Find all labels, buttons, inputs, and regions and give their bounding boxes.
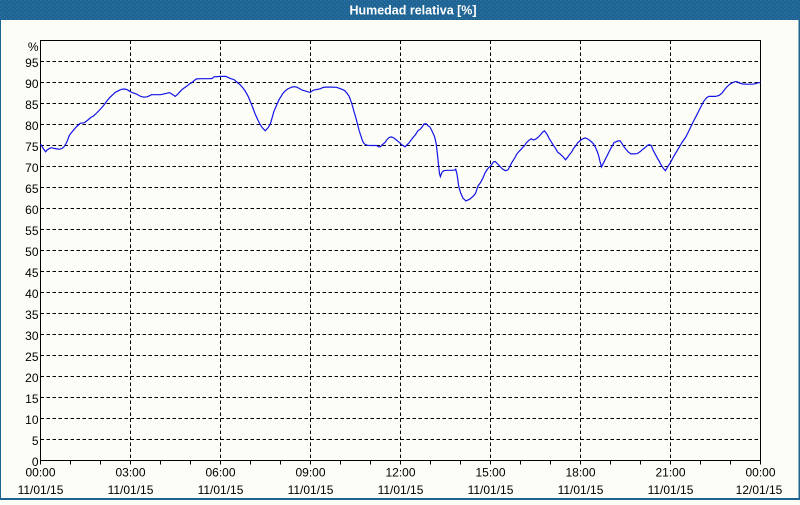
svg-text:75: 75	[25, 140, 39, 154]
svg-text:60: 60	[25, 203, 39, 217]
svg-text:65: 65	[25, 182, 39, 196]
svg-text:11/01/15: 11/01/15	[288, 483, 334, 497]
svg-text:03:00: 03:00	[115, 466, 145, 480]
svg-text:70: 70	[25, 161, 39, 175]
svg-text:11/01/15: 11/01/15	[378, 483, 424, 497]
svg-text:11/01/15: 11/01/15	[648, 483, 694, 497]
svg-text:Humedad relativa [%]: Humedad relativa [%]	[349, 4, 476, 18]
svg-text:12/01/15: 12/01/15	[736, 483, 783, 497]
svg-text:11/01/15: 11/01/15	[198, 483, 244, 497]
svg-text:85: 85	[25, 98, 39, 112]
svg-text:11/01/15: 11/01/15	[558, 483, 604, 497]
svg-text:50: 50	[25, 245, 39, 259]
svg-text:15:00: 15:00	[475, 466, 505, 480]
svg-text:06:00: 06:00	[205, 466, 235, 480]
svg-text:00:00: 00:00	[25, 466, 55, 480]
svg-text:15: 15	[25, 392, 39, 406]
svg-text:5: 5	[32, 434, 39, 448]
svg-text:10: 10	[25, 413, 39, 427]
svg-text:95: 95	[25, 56, 39, 70]
svg-text:25: 25	[25, 350, 39, 364]
svg-text:45: 45	[25, 266, 39, 280]
svg-text:11/01/15: 11/01/15	[468, 483, 514, 497]
svg-text:%: %	[28, 40, 39, 54]
svg-text:09:00: 09:00	[295, 466, 325, 480]
svg-text:40: 40	[25, 287, 39, 301]
svg-text:35: 35	[25, 308, 39, 322]
svg-text:90: 90	[25, 77, 39, 91]
svg-text:55: 55	[25, 224, 39, 238]
svg-text:21:00: 21:00	[655, 466, 685, 480]
svg-text:80: 80	[25, 119, 39, 133]
svg-text:30: 30	[25, 329, 39, 343]
svg-text:20: 20	[25, 371, 39, 385]
svg-text:11/01/15: 11/01/15	[18, 483, 64, 497]
svg-text:12:00: 12:00	[385, 466, 415, 480]
svg-text:11/01/15: 11/01/15	[108, 483, 154, 497]
svg-text:18:00: 18:00	[565, 466, 595, 480]
svg-text:00:00: 00:00	[745, 466, 775, 480]
